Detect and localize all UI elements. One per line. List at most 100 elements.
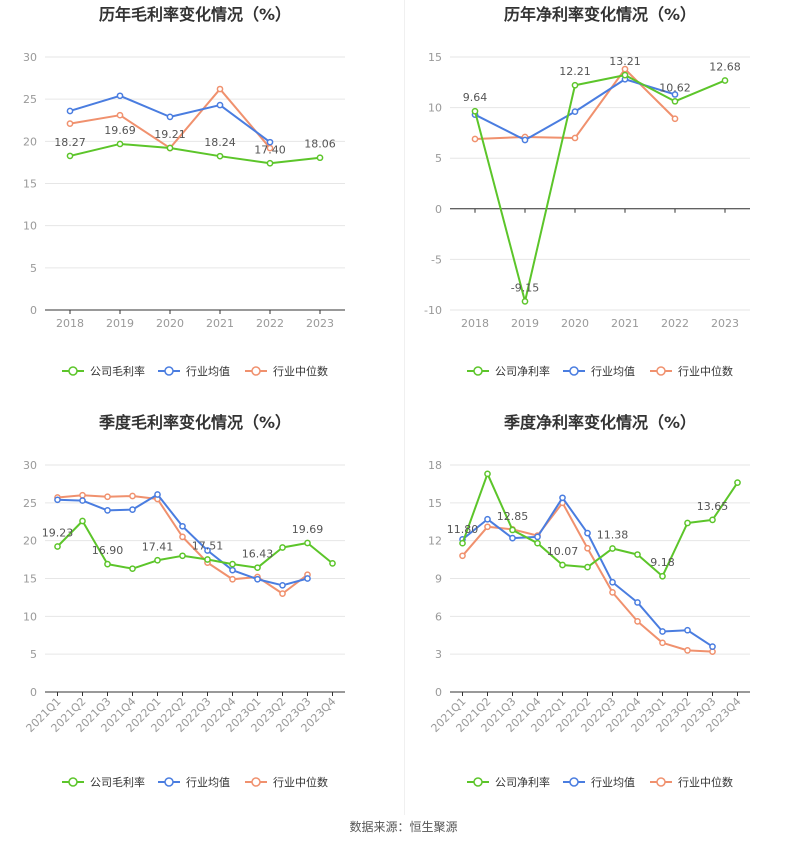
y-tick-label: 5 — [30, 648, 37, 661]
data-point-median — [571, 134, 579, 142]
y-tick-label: 0 — [30, 304, 37, 317]
data-point-avg — [154, 491, 161, 498]
legend-label: 行业中位数 — [678, 364, 733, 378]
legend-item-company[interactable]: 公司净利率 — [467, 775, 550, 789]
data-point-company — [609, 545, 616, 552]
data-point-avg — [671, 91, 679, 98]
y-tick-label: 30 — [23, 51, 37, 64]
data-point-avg — [254, 575, 261, 583]
chart-annual-gross-margin: 历年毛利率变化情况（%） 0 5 10 15 20 25 30 2018 2019 2020 2021… — [0, 0, 404, 405]
data-point-company — [521, 298, 529, 305]
y-tick-label: 20 — [23, 135, 37, 148]
data-label: 17.41 — [142, 540, 174, 553]
legend-item-avg[interactable]: 行业均值 — [563, 776, 635, 789]
data-point-median — [634, 618, 641, 625]
data-label: 13.65 — [697, 500, 729, 513]
data-point-company — [509, 526, 516, 534]
data-label: 16.90 — [92, 544, 124, 557]
x-tick-label: 2022 — [256, 317, 284, 330]
data-point-company — [216, 152, 224, 160]
chart-title: 历年毛利率变化情况（%） — [99, 5, 291, 24]
legend-item-median[interactable]: 行业中位数 — [245, 364, 328, 378]
data-label: 12.21 — [559, 65, 591, 78]
legend-label: 公司净利率 — [495, 775, 550, 789]
legend-item-company[interactable]: 公司毛利率 — [62, 775, 145, 789]
chart-quarterly-gross-margin: 季度毛利率变化情况（%） 0 5 10 15 20 25 30 2021Q1 2021Q2 2021… — [0, 408, 404, 813]
legend-item-company[interactable]: 公司毛利率 — [62, 364, 145, 378]
legend-swatch-marker — [251, 366, 261, 376]
y-tick-label: 6 — [435, 610, 442, 623]
legend-swatch-marker — [656, 366, 666, 376]
data-point-avg — [304, 575, 311, 582]
y-tick-label: 0 — [30, 686, 37, 699]
chart-quarterly-net-margin: 季度净利率变化情况（%） 0 3 6 9 12 15 18 2021Q1 2021Q2 2021Q3… — [405, 408, 807, 813]
data-point-company — [266, 159, 274, 167]
data-point-avg — [166, 113, 174, 121]
data-point-avg — [684, 626, 691, 634]
data-point-company — [621, 71, 629, 79]
y-tick-label: 12 — [428, 535, 442, 548]
chart-title: 季度净利率变化情况（%） — [503, 413, 696, 432]
legend-item-median[interactable]: 行业中位数 — [650, 364, 733, 378]
data-point-company — [471, 107, 479, 115]
y-tick-label: 10 — [428, 102, 442, 115]
legend-swatch-marker — [164, 777, 174, 787]
y-tick-label: 10 — [23, 610, 37, 623]
y-tick-label: 10 — [23, 220, 37, 233]
legend-swatch-marker — [569, 777, 579, 787]
data-point-avg — [54, 496, 61, 504]
data-point-median — [484, 523, 491, 531]
data-point-company — [721, 77, 729, 84]
legend-item-median[interactable]: 行业中位数 — [245, 775, 328, 789]
legend-swatch-marker — [656, 777, 666, 787]
y-tick-label: 25 — [23, 497, 37, 510]
data-label: 16.43 — [242, 548, 274, 561]
data-point-company — [104, 560, 111, 568]
data-point-company — [116, 140, 124, 148]
data-point-median — [684, 647, 691, 654]
data-label: 19.69 — [104, 124, 136, 137]
x-tick-label: 2018 — [461, 317, 489, 330]
data-point-company — [54, 543, 61, 550]
legend-label: 行业均值 — [186, 776, 230, 789]
data-label: 9.18 — [650, 556, 675, 569]
y-tick-label: 20 — [23, 535, 37, 548]
data-label: 19.21 — [154, 128, 186, 141]
y-tick-label: 25 — [23, 93, 37, 106]
data-point-avg — [484, 515, 491, 523]
data-point-avg — [266, 138, 274, 146]
data-point-avg — [104, 507, 111, 514]
data-point-company — [154, 556, 161, 564]
legend-label: 行业均值 — [591, 776, 635, 789]
data-point-median — [116, 111, 124, 119]
legend-label: 行业均值 — [591, 365, 635, 378]
data-point-median — [621, 65, 629, 73]
x-tick-label: 2018 — [56, 317, 84, 330]
data-point-avg — [584, 529, 591, 537]
data-point-company — [484, 470, 491, 478]
x-tick-label: 2020 — [561, 317, 589, 330]
legend-item-avg[interactable]: 行业均值 — [158, 365, 230, 378]
data-label: 13.21 — [609, 55, 641, 68]
data-point-avg — [609, 578, 616, 586]
data-point-avg — [79, 497, 86, 504]
data-point-avg — [521, 136, 529, 144]
legend-item-avg[interactable]: 行业均值 — [158, 776, 230, 789]
data-label: 19.69 — [292, 523, 324, 536]
data-point-company — [66, 152, 74, 160]
legend-item-company[interactable]: 公司净利率 — [467, 364, 550, 378]
data-point-company — [204, 556, 211, 563]
data-point-median — [471, 135, 479, 143]
data-point-median — [584, 544, 591, 552]
legend-label: 公司净利率 — [495, 364, 550, 378]
legend-item-median[interactable]: 行业中位数 — [650, 775, 733, 789]
legend-label: 行业中位数 — [273, 775, 328, 789]
data-point-company — [671, 97, 679, 105]
y-tick-label: 0 — [435, 203, 442, 216]
legend-item-avg[interactable]: 行业均值 — [563, 365, 635, 378]
data-point-avg — [66, 107, 74, 115]
series-line-company — [474, 74, 726, 303]
data-point-avg — [179, 522, 186, 530]
x-tick-label: 2023 — [306, 317, 334, 330]
y-tick-label: 18 — [428, 459, 442, 472]
